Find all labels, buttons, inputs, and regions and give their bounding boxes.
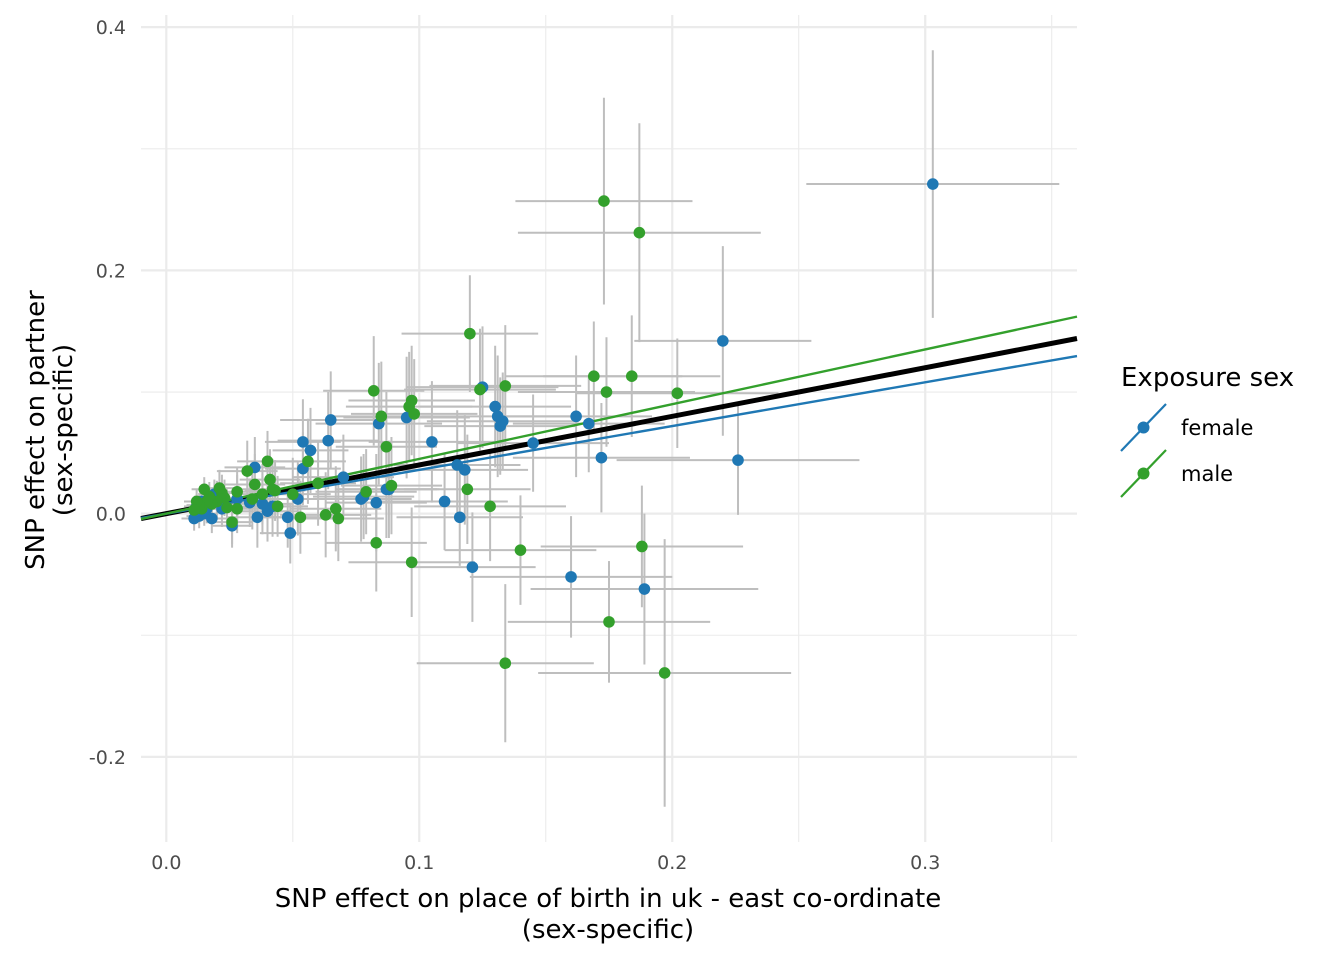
data-point-female xyxy=(322,434,335,447)
data-point-female xyxy=(370,496,383,509)
data-point-male xyxy=(294,511,307,524)
x-tick-label: 0.2 xyxy=(657,852,687,874)
data-point-male xyxy=(671,387,684,400)
data-point-female xyxy=(570,410,582,423)
y-tick-label: -0.2 xyxy=(89,747,126,769)
data-point-female xyxy=(582,417,595,430)
data-point-female xyxy=(732,454,744,466)
data-point-male xyxy=(603,616,615,628)
data-point-male xyxy=(464,327,476,340)
legend-label-male: male xyxy=(1181,462,1233,486)
data-point-male xyxy=(188,504,200,516)
data-point-female xyxy=(281,511,294,524)
data-point-male xyxy=(231,485,243,498)
y-tick-label: 0.4 xyxy=(96,17,126,39)
data-point-female xyxy=(638,583,651,595)
data-point-male xyxy=(256,488,269,500)
x-tick-label: 0.1 xyxy=(404,852,434,874)
x-tick-label: 0.3 xyxy=(910,852,940,874)
data-point-male xyxy=(264,473,276,486)
legend-title: Exposure sex xyxy=(1121,363,1294,393)
data-point-male xyxy=(266,483,279,496)
x-axis-title-line1: SNP effect on place of birth in uk - eas… xyxy=(275,884,941,914)
data-point-female xyxy=(489,400,501,413)
data-point-male xyxy=(484,500,496,513)
data-point-male xyxy=(286,488,299,500)
x-axis-title-line2: (sex-specific) xyxy=(522,915,694,945)
data-point-male xyxy=(360,485,372,498)
data-point-male xyxy=(600,386,613,398)
data-point-male xyxy=(226,516,238,528)
data-point-male xyxy=(367,384,380,397)
data-point-male xyxy=(588,370,600,383)
legend-key-female xyxy=(1120,403,1167,452)
tick-labels: 0.0 0.1 0.2 0.3 -0.2 0.0 0.2 0.4 xyxy=(89,17,940,874)
data-point-male xyxy=(380,440,393,453)
data-point-male xyxy=(375,410,388,423)
data-point-male xyxy=(633,226,646,239)
data-point-male xyxy=(332,512,345,525)
data-point-male xyxy=(221,501,233,514)
data-point-female xyxy=(927,178,939,190)
data-point-male xyxy=(408,408,421,420)
data-point-male xyxy=(474,383,486,396)
data-point-female xyxy=(717,335,729,347)
legend-label-female: female xyxy=(1181,416,1253,440)
data-point-male xyxy=(329,502,342,515)
data-point-female xyxy=(466,561,479,573)
legend: Exposure sex female male xyxy=(1120,363,1294,498)
data-point-male xyxy=(625,370,638,383)
data-point-male xyxy=(598,195,610,207)
legend-key-male xyxy=(1120,449,1167,498)
data-point-male xyxy=(319,509,332,521)
regression-line-overall xyxy=(140,336,1078,521)
data-point-male xyxy=(246,493,259,505)
data-point-male xyxy=(405,556,418,569)
data-point-male xyxy=(499,657,512,670)
data-point-female xyxy=(297,436,309,448)
data-point-female xyxy=(324,414,337,426)
data-point-female xyxy=(527,437,539,449)
axis-titles: SNP effect on place of birth in uk - eas… xyxy=(21,290,941,945)
data-point-male xyxy=(241,465,254,477)
grid-major xyxy=(141,15,1077,842)
data-points xyxy=(188,178,939,679)
regression-lines xyxy=(140,315,1078,521)
data-point-male xyxy=(658,667,671,679)
regression-line-female xyxy=(140,354,1078,520)
data-point-male xyxy=(198,483,211,496)
data-point-male xyxy=(312,477,324,490)
x-tick-label: 0.0 xyxy=(151,852,181,874)
data-point-male xyxy=(249,478,261,491)
y-tick-label: 0.0 xyxy=(96,504,126,526)
y-tick-label: 0.2 xyxy=(96,260,126,282)
data-point-male xyxy=(261,455,274,468)
data-point-male xyxy=(514,544,527,556)
data-point-female xyxy=(595,451,608,464)
data-point-female xyxy=(304,444,317,457)
data-point-male xyxy=(385,479,398,492)
data-point-female xyxy=(251,511,264,524)
data-point-female xyxy=(337,471,350,483)
y-axis-title-line1: SNP effect on partner xyxy=(21,290,51,570)
data-point-female xyxy=(565,571,577,583)
regression-line-male xyxy=(140,315,1078,521)
data-point-male xyxy=(370,537,383,549)
data-point-male xyxy=(499,380,512,392)
data-point-female xyxy=(491,410,504,423)
data-point-female xyxy=(284,527,297,539)
data-point-male xyxy=(213,482,226,494)
data-point-male xyxy=(271,500,284,513)
data-point-female xyxy=(453,511,466,524)
data-point-male xyxy=(302,455,314,468)
data-point-female xyxy=(256,498,269,510)
data-point-male xyxy=(636,540,648,553)
data-point-female xyxy=(438,495,451,508)
data-point-male xyxy=(231,502,243,515)
y-axis-title-line2: (sex-specific) xyxy=(49,344,79,516)
data-point-female xyxy=(426,436,438,448)
data-point-male xyxy=(461,483,474,496)
data-point-female xyxy=(451,459,464,471)
